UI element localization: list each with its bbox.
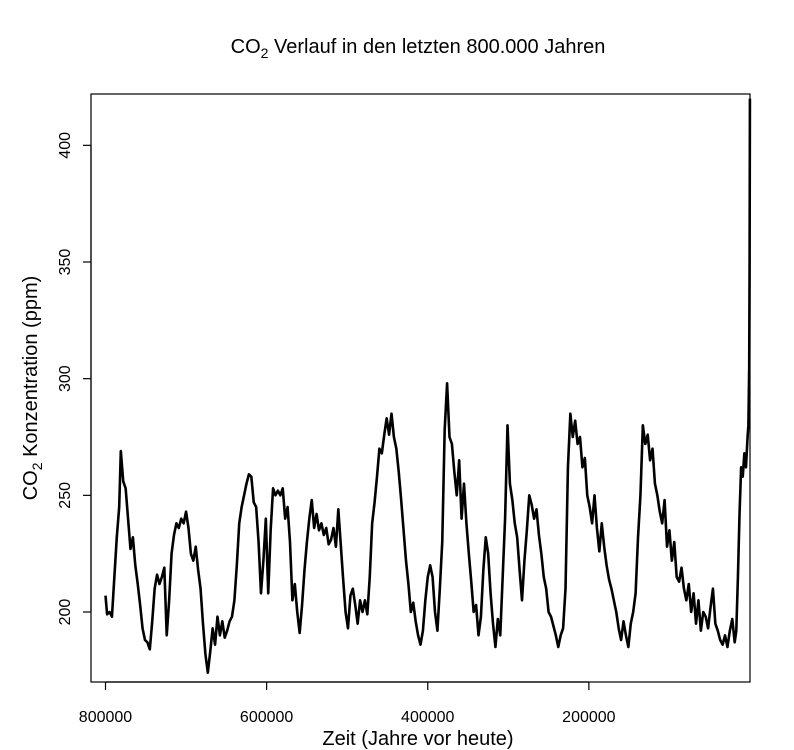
plot-frame (90, 93, 751, 683)
y-tick-label: 250 (57, 482, 74, 509)
x-tick-label: 800000 (79, 709, 132, 726)
y-axis: 200 250 300 350 400 (57, 132, 92, 626)
y-tick-label: 400 (57, 132, 74, 159)
y-tick-label: 200 (57, 599, 74, 626)
y-tick-label: 350 (57, 249, 74, 276)
chart-title: CO2 Verlauf in den letzten 800.000 Jahre… (231, 36, 606, 61)
x-tick-label: 400000 (401, 709, 454, 726)
x-tick-label: 200000 (562, 709, 615, 726)
co2-series-line (104, 98, 752, 674)
x-tick-label: 600000 (240, 709, 293, 726)
x-axis: 800000 600000 400000 200000 (79, 681, 616, 726)
y-axis-label: CO2 Konzentration (ppm) (20, 276, 45, 501)
x-axis-label: Zeit (Jahre vor heute) (322, 728, 513, 750)
y-tick-label: 300 (57, 365, 74, 392)
